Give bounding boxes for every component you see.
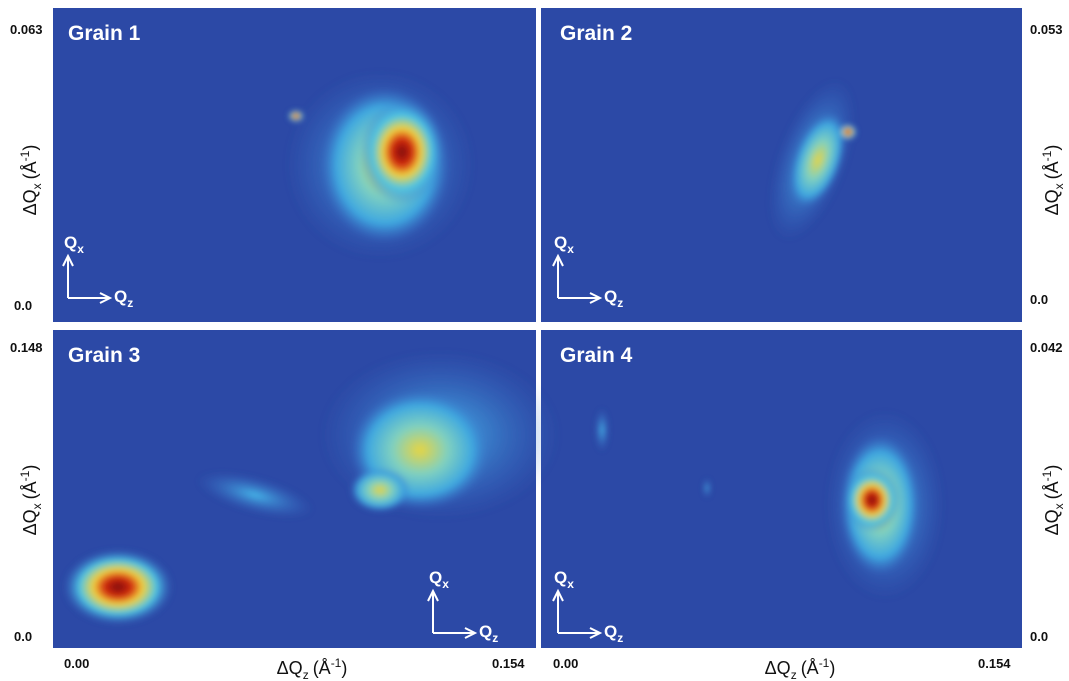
arrow-label-sub: z: [617, 631, 623, 645]
axis-label: ΔQz (Å-1): [277, 656, 348, 681]
axis-label-part: (Å: [1042, 161, 1062, 179]
axis-label-part: Δ: [277, 658, 289, 678]
y-tick-label: 0.053: [1030, 22, 1063, 37]
arrow-label-sub: x: [567, 577, 574, 591]
axis-label-part: ): [20, 465, 40, 471]
y-tick-label: 0.0: [1030, 629, 1048, 644]
axis-label-part: Q: [1042, 509, 1062, 523]
axis-label-sup: -1: [1040, 150, 1054, 161]
x-tick-label: 0.154: [978, 656, 1011, 671]
axis-label: ΔQz (Å-1): [765, 656, 836, 681]
arrow-label-sub: z: [617, 296, 623, 310]
axis-label-part: Q: [777, 658, 791, 678]
axis-label-part: (Å: [20, 161, 40, 179]
axis-label: ΔQx (Å-1): [18, 465, 44, 536]
figure: Grain 1 Grain 2 Grain 3 Grain 4 0.063 0.…: [0, 0, 1069, 681]
axis-label-sub: x: [30, 503, 44, 509]
axis-label-sup: -1: [331, 656, 342, 670]
axis-label-sup: -1: [18, 470, 32, 481]
axis-label: ΔQx (Å-1): [18, 145, 44, 216]
arrow-label-part: Q: [479, 622, 492, 641]
x-tick-label: 0.154: [492, 656, 525, 671]
arrow-label-part: Q: [554, 568, 567, 587]
axis-label-part: (Å: [801, 658, 819, 678]
axis-label-part: Q: [20, 509, 40, 523]
axis-label-part: Q: [1042, 189, 1062, 203]
axis-label-sub: x: [1052, 183, 1066, 189]
axis-label-sub: x: [1052, 503, 1066, 509]
arrow-label-part: Q: [604, 287, 617, 306]
arrow-label-part: Q: [554, 233, 567, 252]
x-tick-label: 0.00: [553, 656, 578, 671]
arrow-label-part: Q: [429, 568, 442, 587]
axis-label-sup: -1: [18, 150, 32, 161]
arrow-label-part: Q: [64, 233, 77, 252]
y-tick-label: 0.0: [1030, 292, 1048, 307]
panel-bg: [541, 330, 1022, 648]
arrow-label-sub: x: [442, 577, 449, 591]
axis-label-part: Δ: [765, 658, 777, 678]
axis-label: ΔQx (Å-1): [1040, 465, 1066, 536]
arrow-label-sub: x: [567, 242, 574, 256]
axis-label-sup: -1: [819, 656, 830, 670]
panel-title: Grain 4: [560, 344, 633, 367]
panel-title: Grain 2: [560, 22, 632, 45]
axis-label-part: ): [20, 145, 40, 151]
x-tick-label: 0.00: [64, 656, 89, 671]
axis-label-sub: z: [791, 668, 797, 681]
y-tick-label: 0.0: [14, 629, 32, 644]
panel-title: Grain 1: [68, 22, 141, 45]
arrow-label-sub: x: [77, 242, 84, 256]
y-tick-label: 0.148: [10, 340, 43, 355]
arrow-label-part: Q: [114, 287, 127, 306]
axis-label-part: Δ: [20, 203, 40, 215]
axis-label-part: ): [829, 658, 835, 678]
panel-title: Grain 3: [68, 344, 140, 367]
y-tick-label: 0.042: [1030, 340, 1063, 355]
axis-label-part: ): [341, 658, 347, 678]
axis-label-part: Δ: [1042, 523, 1062, 535]
axis-label-part: (Å: [1042, 481, 1062, 499]
axis-label-part: Δ: [20, 523, 40, 535]
arrow-label-sub: z: [492, 631, 498, 645]
axis-label-part: Q: [289, 658, 303, 678]
axis-label-part: (Å: [313, 658, 331, 678]
axis-label-part: Q: [20, 189, 40, 203]
axis-label-part: ): [1042, 145, 1062, 151]
y-tick-label: 0.063: [10, 22, 43, 37]
axis-label-sub: x: [30, 183, 44, 189]
arrow-label-sub: z: [127, 296, 133, 310]
y-tick-label: 0.0: [14, 298, 32, 313]
axis-label-sub: z: [303, 668, 309, 681]
axis-label-part: Δ: [1042, 203, 1062, 215]
axis-label-part: (Å: [20, 481, 40, 499]
arrow-label-part: Q: [604, 622, 617, 641]
axis-label: ΔQx (Å-1): [1040, 145, 1066, 216]
axis-label-part: ): [1042, 465, 1062, 471]
axis-label-sup: -1: [1040, 470, 1054, 481]
